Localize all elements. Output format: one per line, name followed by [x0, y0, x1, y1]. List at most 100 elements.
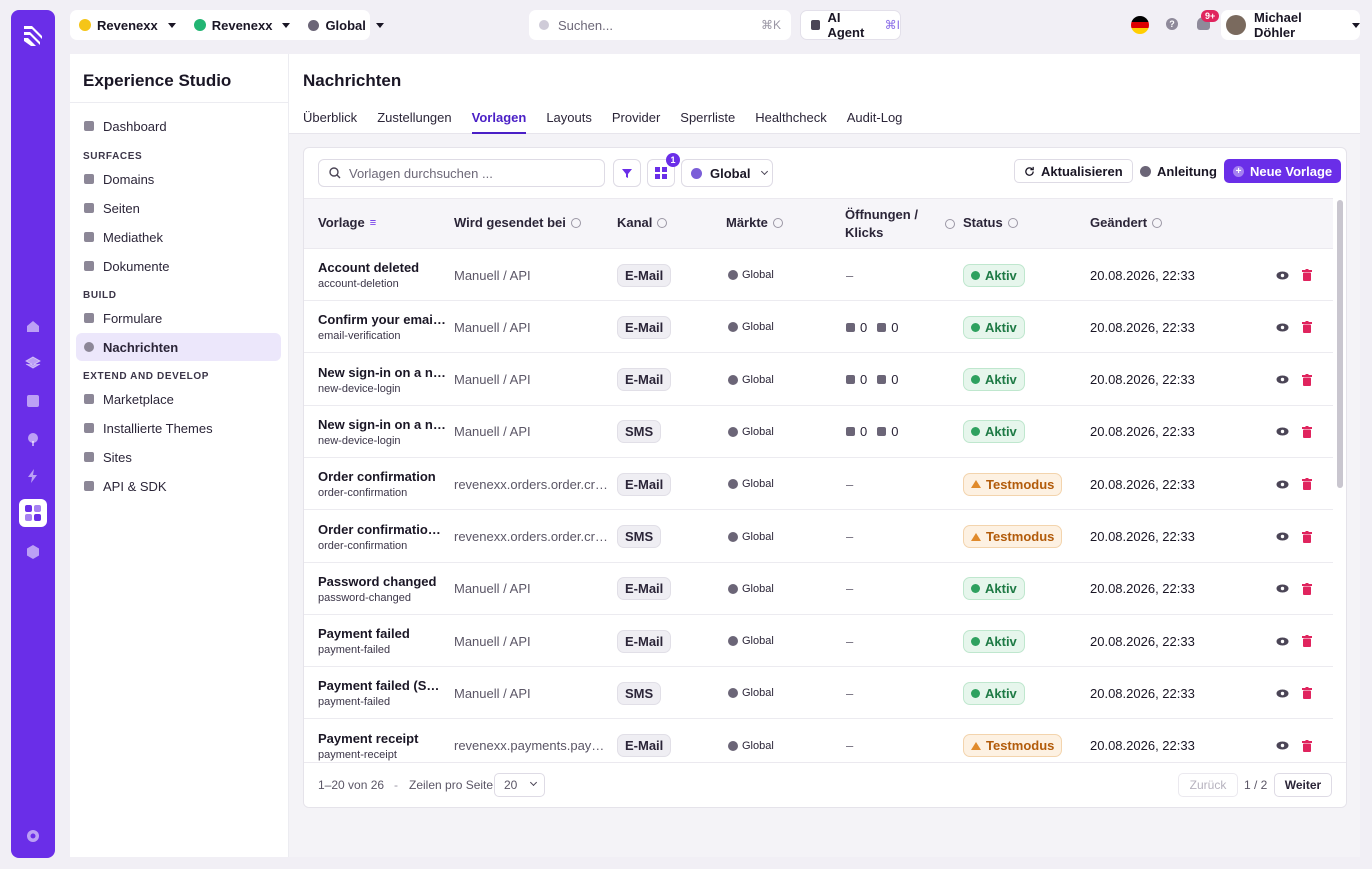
sidebar-item-forms[interactable]: Formulare [76, 304, 281, 332]
col-header-opens-clicks[interactable]: Öffnungen / Klicks [845, 207, 918, 240]
workspace-switcher[interactable]: Revenexx [185, 10, 300, 40]
delete-button[interactable] [1302, 720, 1312, 772]
template-cell[interactable]: New sign-in on a new device new-device-lo… [318, 354, 448, 406]
help-icon[interactable]: ? [1166, 18, 1178, 30]
col-header-changed[interactable]: Geändert [1090, 215, 1163, 230]
preview-button[interactable] [1276, 615, 1289, 667]
delete-button[interactable] [1302, 563, 1312, 615]
delete-button[interactable] [1302, 615, 1312, 667]
table-row[interactable]: Order confirmation order-confirmation reve… [304, 458, 1333, 511]
delete-button[interactable] [1302, 406, 1312, 458]
cube-icon[interactable] [19, 538, 47, 566]
user-menu[interactable]: Michael Döhler [1221, 10, 1360, 40]
template-cell[interactable]: Payment receipt payment-receipt [318, 720, 448, 772]
layers-icon[interactable] [19, 349, 47, 377]
sidebar-item-domains[interactable]: Domains [76, 165, 281, 193]
template-cell[interactable]: Order confirmation order-confirmation [318, 458, 448, 510]
preview-button[interactable] [1276, 354, 1289, 406]
table-row[interactable]: Payment failed (SMS) payment-failed Manuel… [304, 667, 1333, 720]
refresh-button[interactable]: Aktualisieren [1014, 159, 1133, 183]
settings-gear-icon[interactable] [19, 822, 47, 850]
sidebar-item-sites[interactable]: Sites [76, 443, 281, 471]
table-row[interactable]: Confirm your email address email-verifica… [304, 301, 1333, 354]
tab-overview[interactable]: Überblick [303, 110, 358, 125]
tab-layouts[interactable]: Layouts [546, 110, 592, 125]
region-switcher[interactable]: Global [299, 10, 392, 40]
tab-healthcheck[interactable]: Healthcheck [755, 110, 827, 125]
home-icon[interactable] [19, 312, 47, 340]
table-row[interactable]: Order confirmation (SMS) order-confirmati… [304, 511, 1333, 563]
global-search[interactable]: Suchen... ⌘K [529, 10, 791, 40]
sidebar-item-pages[interactable]: Seiten [76, 194, 281, 222]
delete-button[interactable] [1302, 354, 1312, 406]
col-header-status[interactable]: Status [963, 215, 1018, 230]
template-cell[interactable]: Password changed password-changed [318, 563, 448, 615]
tab-deliveries[interactable]: Zustellungen [377, 110, 452, 125]
eye-icon [1276, 480, 1289, 489]
delete-button[interactable] [1302, 249, 1312, 301]
preview-button[interactable] [1276, 458, 1289, 510]
preview-button[interactable] [1276, 563, 1289, 615]
ai-agent-button[interactable]: AI Agent ⌘I [800, 10, 901, 40]
table-row[interactable]: Account deleted account-deletion Manuell /… [304, 249, 1333, 301]
guide-button[interactable]: Anleitung [1131, 159, 1226, 183]
sidebar-item-themes[interactable]: Installierte Themes [76, 414, 281, 442]
tab-audit-log[interactable]: Audit-Log [846, 110, 903, 125]
app-logo-icon[interactable] [18, 20, 48, 50]
language-flag-de-icon[interactable] [1131, 16, 1149, 34]
ai-agent-shortcut: ⌘I [884, 18, 900, 32]
table-row[interactable]: Payment failed payment-failed Manuell / AP… [304, 615, 1333, 668]
table-row[interactable]: New sign-in on a new device new-device-lo… [304, 406, 1333, 458]
tab-templates[interactable]: Vorlagen [471, 110, 526, 134]
sidebar-item-messages[interactable]: Nachrichten [76, 333, 281, 361]
table-row[interactable]: Password changed password-changed Manuell … [304, 563, 1333, 615]
template-cell[interactable]: New sign-in on a new device new-device-lo… [318, 406, 448, 458]
channel-badge: E-Mail [617, 734, 672, 758]
delete-button[interactable] [1302, 301, 1312, 353]
next-page-button[interactable]: Weiter [1274, 773, 1332, 797]
new-template-button[interactable]: + Neue Vorlage [1224, 159, 1342, 183]
channel-badge: E-Mail [617, 263, 672, 287]
sidebar-item-dashboard[interactable]: Dashboard [76, 112, 281, 140]
sidebar-item-documents[interactable]: Dokumente [76, 252, 281, 280]
sidebar-item-api[interactable]: API & SDK [76, 472, 281, 500]
template-cell[interactable]: Account deleted account-deletion [318, 249, 448, 301]
col-header-channel[interactable]: Kanal [617, 215, 668, 230]
delete-button[interactable] [1302, 667, 1312, 719]
template-cell[interactable]: Confirm your email address email-verifica… [318, 301, 448, 353]
preview-button[interactable] [1276, 406, 1289, 458]
template-cell[interactable]: Payment failed payment-failed [318, 615, 448, 667]
template-cell[interactable]: Order confirmation (SMS) order-confirmati… [318, 511, 448, 563]
delete-button[interactable] [1302, 458, 1312, 510]
preview-button[interactable] [1276, 667, 1289, 719]
sidebar-item-media[interactable]: Mediathek [76, 223, 281, 251]
analytics-icon[interactable] [19, 387, 47, 415]
empty-value: – [846, 529, 854, 544]
table-row[interactable]: Payment receipt payment-receipt revenexx.p… [304, 720, 1333, 772]
col-header-markets[interactable]: Märkte [726, 215, 783, 230]
sidebar-item-marketplace[interactable]: Marketplace [76, 385, 281, 413]
col-header-template[interactable]: Vorlage ≡ [318, 215, 376, 230]
rows-per-page-select[interactable]: 20 [494, 773, 545, 797]
preview-button[interactable] [1276, 301, 1289, 353]
preview-button[interactable] [1276, 720, 1289, 772]
preview-button[interactable] [1276, 511, 1289, 563]
view-toggle-button[interactable]: 1 [647, 153, 680, 187]
org-switcher[interactable]: Revenexx [70, 10, 185, 40]
scrollbar[interactable] [1337, 200, 1343, 488]
template-cell[interactable]: Payment failed (SMS) payment-failed [318, 667, 448, 719]
prev-page-button[interactable]: Zurück [1178, 773, 1238, 797]
table-row[interactable]: New sign-in on a new device new-device-lo… [304, 354, 1333, 406]
col-header-trigger[interactable]: Wird gesendet bei [454, 215, 581, 230]
apps-icon[interactable] [19, 499, 47, 527]
location-icon[interactable] [19, 425, 47, 453]
market-select[interactable]: Global [681, 159, 773, 187]
divider [70, 102, 288, 103]
delete-button[interactable] [1302, 511, 1312, 563]
preview-button[interactable] [1276, 249, 1289, 301]
filter-button[interactable] [613, 159, 641, 187]
tab-provider[interactable]: Provider [611, 110, 661, 125]
template-search-input[interactable]: Vorlagen durchsuchen ... [318, 159, 605, 187]
bolt-icon[interactable] [19, 462, 47, 490]
tab-blocklist[interactable]: Sperrliste [680, 110, 736, 125]
